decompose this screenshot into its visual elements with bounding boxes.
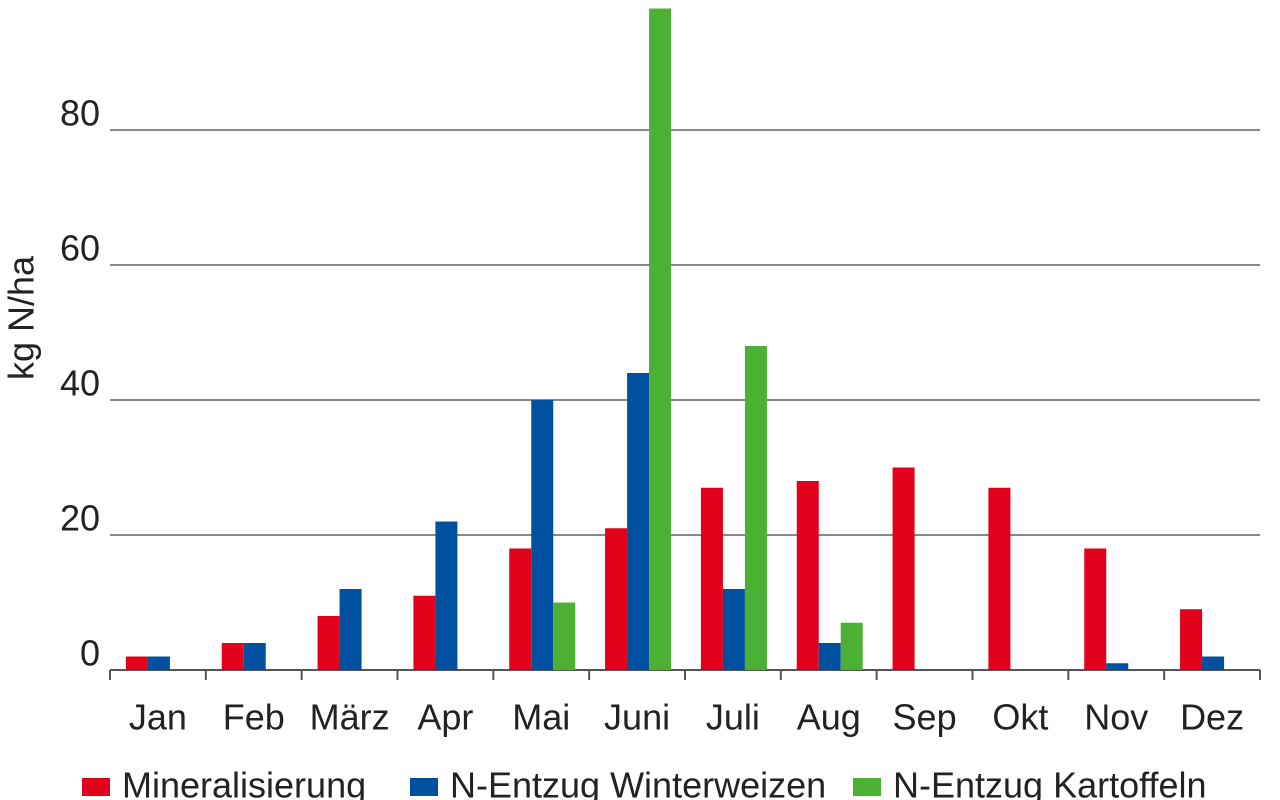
bar [413,595,436,670]
bar [553,602,576,670]
bar [221,643,244,670]
bar [317,616,340,670]
bar [243,643,266,670]
bar [1084,548,1107,670]
bar [1202,656,1225,670]
bar [796,481,819,670]
x-tick-label: März [310,697,390,738]
y-axis-label: kg N/ha [1,255,42,380]
legend-label: N-Entzug Winterweizen [450,765,826,800]
bar [1106,663,1129,670]
legend-swatch [410,778,438,796]
x-tick-label: Dez [1180,697,1244,738]
bar [1180,609,1203,670]
legend-swatch [853,778,881,796]
x-tick-label: Juni [604,697,670,738]
bar [531,400,554,670]
bar [339,589,362,670]
x-tick-label: Okt [992,697,1048,738]
bar [125,656,148,670]
y-tick-label: 40 [60,363,100,404]
y-tick-label: 60 [60,228,100,269]
x-tick-label: Jan [129,697,187,738]
x-tick-label: Feb [223,697,285,738]
x-tick-label: Juli [706,697,760,738]
y-tick-label: 0 [80,633,100,674]
x-tick-label: Mai [512,697,570,738]
y-tick-label: 20 [60,498,100,539]
bar [509,548,532,670]
legend-swatch [82,778,110,796]
legend-label: N-Entzug Kartoffeln [893,765,1207,800]
bar [147,656,170,670]
bar [818,643,841,670]
x-tick-label: Nov [1084,697,1148,738]
bar [700,487,723,670]
bar [840,622,863,670]
bar [744,346,767,670]
x-tick-label: Sep [893,697,957,738]
legend-label: Mineralisierung [122,765,366,800]
bar [605,528,628,670]
x-tick-label: Apr [417,697,473,738]
y-tick-label: 80 [60,93,100,134]
bar [627,373,650,670]
bar [892,467,915,670]
bar [988,487,1011,670]
bar [649,8,672,670]
bar [435,521,458,670]
x-tick-label: Aug [797,697,861,738]
bar [722,589,745,670]
